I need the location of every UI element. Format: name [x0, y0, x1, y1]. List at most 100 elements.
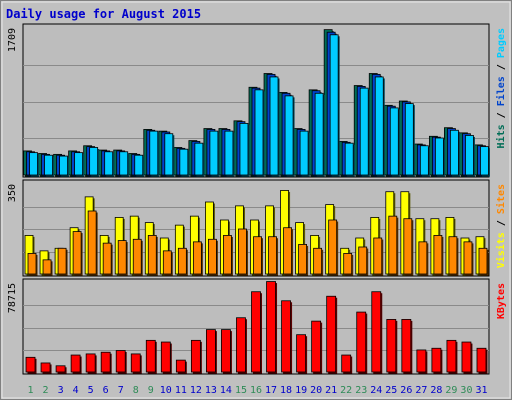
bar-pages-day-6: [104, 151, 114, 176]
bar-sites-day-10: [162, 250, 172, 275]
bar-kbytes-day-10: [160, 341, 171, 373]
bar-sites-day-29: [448, 236, 458, 275]
bar-sites-day-6: [102, 242, 112, 275]
x-tick-label: 19: [295, 385, 307, 396]
bar-pages-day-2: [44, 154, 53, 176]
bar-sites-day-17: [268, 236, 277, 275]
bar-kbytes-day-18: [281, 300, 291, 373]
bar-sites-day-18: [283, 227, 292, 275]
x-tick-label: 27: [415, 385, 427, 396]
bar-sites-day-9: [147, 235, 157, 275]
x-tick-label: 28: [430, 385, 442, 396]
bar-pages-day-10: [164, 133, 174, 176]
x-tick-label: 20: [310, 385, 322, 396]
legend-visits: Visits: [495, 232, 507, 268]
x-tick-label: 31: [475, 385, 487, 396]
bar-kbytes-day-4: [70, 354, 81, 373]
bar-pages-day-18: [284, 95, 294, 176]
x-tick-label: 7: [118, 385, 124, 396]
bar-kbytes-day-15: [236, 317, 246, 373]
bar-kbytes-day-2: [40, 362, 51, 373]
bar-kbytes-day-9: [145, 339, 156, 373]
bar-pages-day-12: [194, 142, 204, 176]
bar-kbytes-day-21: [326, 295, 337, 373]
bar-sites-day-31: [478, 247, 488, 275]
bar-kbytes-day-26: [401, 319, 412, 373]
x-tick-label: 21: [325, 385, 337, 396]
bar-sites-day-23: [358, 246, 368, 275]
bar-pages-day-1: [29, 152, 38, 176]
bar-sites-day-21: [328, 219, 338, 275]
bar-pages-day-24: [374, 76, 384, 176]
x-tick-label: 26: [400, 385, 412, 396]
bar-pages-day-29: [450, 129, 459, 176]
legend-separator: /: [496, 58, 507, 76]
bar-pages-day-20: [314, 92, 324, 176]
bar-kbytes-day-25: [386, 319, 397, 373]
bar-pages-day-31: [480, 146, 489, 176]
bar-pages-day-11: [179, 148, 189, 176]
bar-kbytes-day-24: [371, 291, 382, 373]
bar-pages-day-17: [269, 76, 279, 176]
bar-sites-day-11: [177, 247, 187, 275]
bar-kbytes-day-7: [115, 350, 126, 373]
x-tick-label: 29: [445, 385, 457, 396]
x-tick-label: 11: [175, 385, 187, 396]
legend: Hits / Files / Pages: [495, 28, 507, 148]
bar-sites-day-5: [87, 210, 97, 275]
bar-kbytes-day-8: [130, 353, 141, 373]
bar-sites-day-30: [463, 241, 473, 275]
bar-kbytes-day-11: [175, 359, 186, 373]
x-tick-label: 5: [88, 385, 94, 396]
x-tick-label: 17: [265, 385, 277, 396]
bar-sites-day-28: [433, 235, 443, 275]
bar-kbytes-day-13: [206, 329, 216, 373]
bar-kbytes-day-29: [446, 339, 457, 373]
bar-pages-day-28: [434, 137, 444, 176]
x-tick-label: 16: [250, 385, 262, 396]
bar-kbytes-day-12: [190, 339, 201, 373]
x-tick-label: 15: [235, 385, 247, 396]
x-tick-label: 6: [103, 385, 109, 396]
bar-pages-day-4: [74, 152, 84, 176]
bar-kbytes-day-3: [55, 365, 66, 373]
bar-kbytes-day-22: [341, 354, 352, 373]
bar-kbytes-day-30: [461, 341, 472, 373]
bar-pages-day-25: [389, 107, 399, 176]
x-tick-label: 22: [340, 385, 352, 396]
bar-kbytes-day-27: [416, 349, 427, 373]
panel-3: 78715 KBytes: [7, 278, 507, 375]
panel-1: 1709 Hits / Files / Pages: [7, 23, 507, 178]
legend-hits: Hits: [495, 124, 507, 148]
bar-pages-day-16: [254, 89, 264, 176]
x-tick-label: 30: [460, 385, 472, 396]
bar-pages-day-8: [134, 154, 144, 176]
bar-sites-day-24: [373, 237, 383, 275]
bar-sites-day-4: [72, 231, 82, 275]
bar-pages-day-7: [119, 151, 129, 176]
bar-pages-day-21: [329, 34, 339, 176]
x-tick-label: 4: [73, 385, 79, 396]
bar-sites-day-15: [238, 228, 247, 275]
legend-separator: /: [496, 214, 507, 232]
x-tick-label: 14: [220, 385, 232, 396]
bar-sites-day-14: [223, 235, 232, 275]
bar-kbytes-day-31: [476, 347, 487, 373]
x-tick-label: 8: [133, 385, 139, 396]
legend: Visits / Sites: [495, 184, 507, 268]
bar-sites-day-1: [27, 253, 37, 275]
bar-kbytes-day-16: [251, 291, 261, 373]
bar-sites-day-22: [343, 253, 353, 275]
x-tick-label: 24: [370, 385, 382, 396]
bar-sites-day-13: [208, 238, 217, 275]
bar-pages-day-22: [344, 142, 354, 176]
legend-kbytes: KBytes: [496, 283, 507, 319]
y-max-label: 1709: [7, 28, 18, 52]
bar-pages-day-3: [59, 155, 68, 176]
bar-kbytes-day-20: [311, 320, 322, 373]
bar-sites-day-25: [388, 215, 398, 275]
bar-sites-day-8: [132, 238, 142, 275]
